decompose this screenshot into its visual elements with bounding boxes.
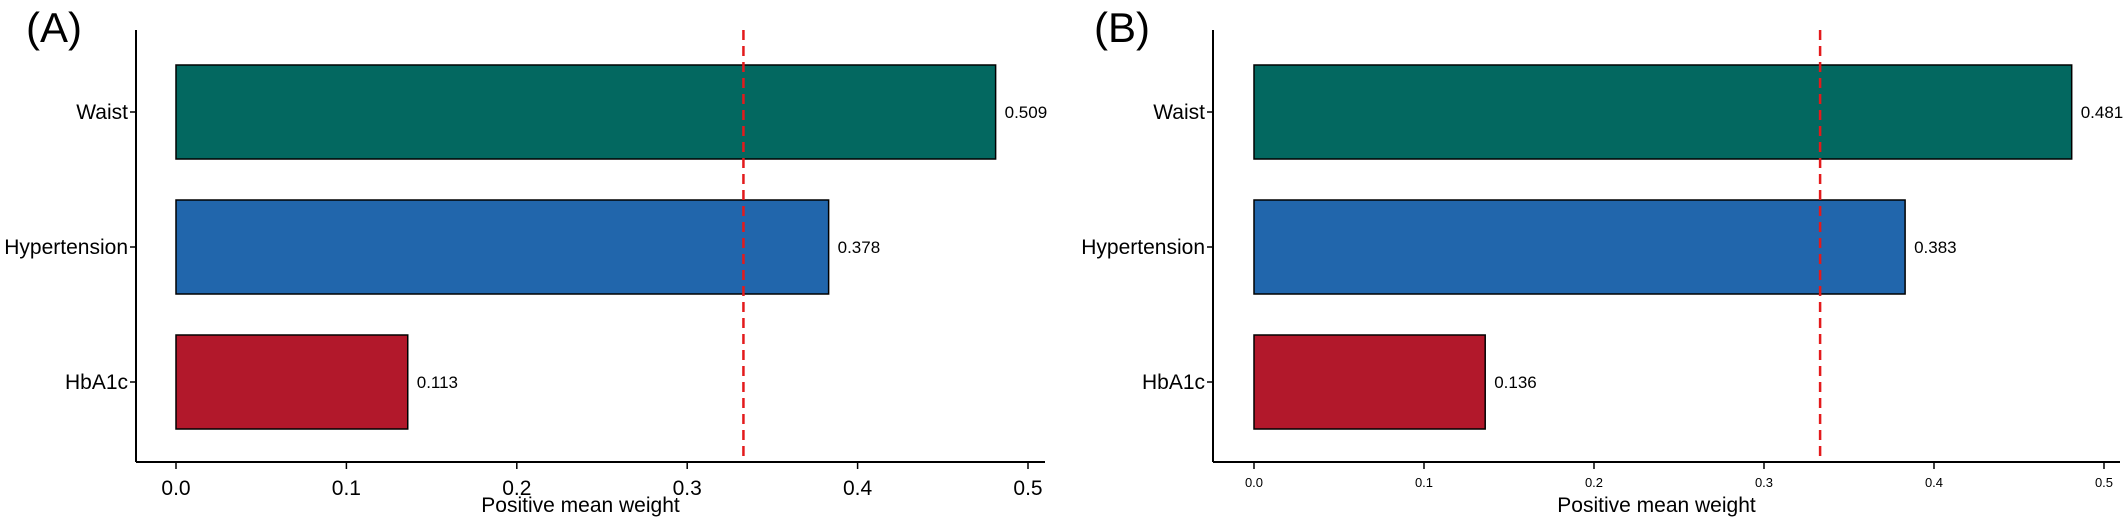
- bar-hba1c: [175, 334, 409, 430]
- x-tick-label: 0.1: [332, 477, 361, 500]
- x-tick-label: 0.4: [843, 477, 873, 500]
- x-tick-label: 0.2: [502, 477, 531, 500]
- x-tick-label: 0.5: [2095, 475, 2113, 490]
- x-tick-label: 0.2: [1585, 475, 1603, 490]
- value-label: 0.481: [2081, 103, 2124, 122]
- x-axis-title: Positive mean weight: [1557, 494, 1756, 517]
- bar-waist: [175, 64, 997, 160]
- x-tick-label: 0.0: [1245, 475, 1263, 490]
- value-label: 0.383: [1914, 238, 1957, 257]
- panel-label: (B): [1094, 4, 1150, 51]
- panel-label: (A): [26, 4, 82, 51]
- bar-hba1c: [1253, 334, 1486, 430]
- x-tick-label: 0.3: [673, 477, 702, 500]
- category-label: Hypertension: [1081, 236, 1205, 259]
- category-label: HbA1c: [65, 371, 128, 394]
- value-label: 0.113: [417, 373, 458, 392]
- category-label: Waist: [1153, 101, 1205, 124]
- x-tick-label: 0.3: [1755, 475, 1773, 490]
- x-tick-label: 0.5: [1013, 477, 1042, 500]
- category-label: Hypertension: [4, 236, 128, 259]
- bar-hypertension: [175, 199, 830, 295]
- value-label: 0.136: [1494, 373, 1537, 392]
- value-label: 0.509: [1005, 103, 1048, 122]
- x-tick-label: 0.4: [1925, 475, 1943, 490]
- category-label: Waist: [76, 101, 128, 124]
- bar-waist: [1253, 64, 2073, 160]
- x-axis-title: Positive mean weight: [481, 494, 680, 517]
- category-label: HbA1c: [1142, 371, 1205, 394]
- x-tick-label: 0.1: [1415, 475, 1433, 490]
- bar-hypertension: [1253, 199, 1906, 295]
- value-label: 0.378: [838, 238, 881, 257]
- x-tick-label: 0.0: [161, 477, 190, 500]
